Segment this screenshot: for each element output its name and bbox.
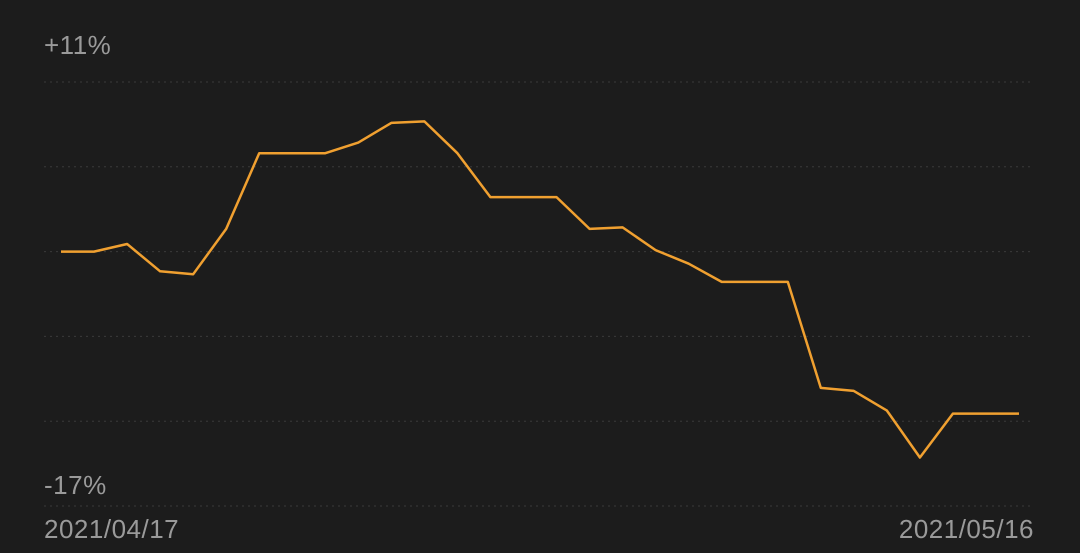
y-min-tick-label: -17% xyxy=(44,472,107,498)
series-line-group xyxy=(61,121,1019,457)
y-max-tick-label: +11% xyxy=(44,32,111,58)
x-end-tick-label: 2021/05/16 xyxy=(899,516,1034,542)
series-line xyxy=(61,121,1019,457)
x-start-tick-label: 2021/04/17 xyxy=(44,516,179,542)
grid-lines xyxy=(44,82,1032,506)
